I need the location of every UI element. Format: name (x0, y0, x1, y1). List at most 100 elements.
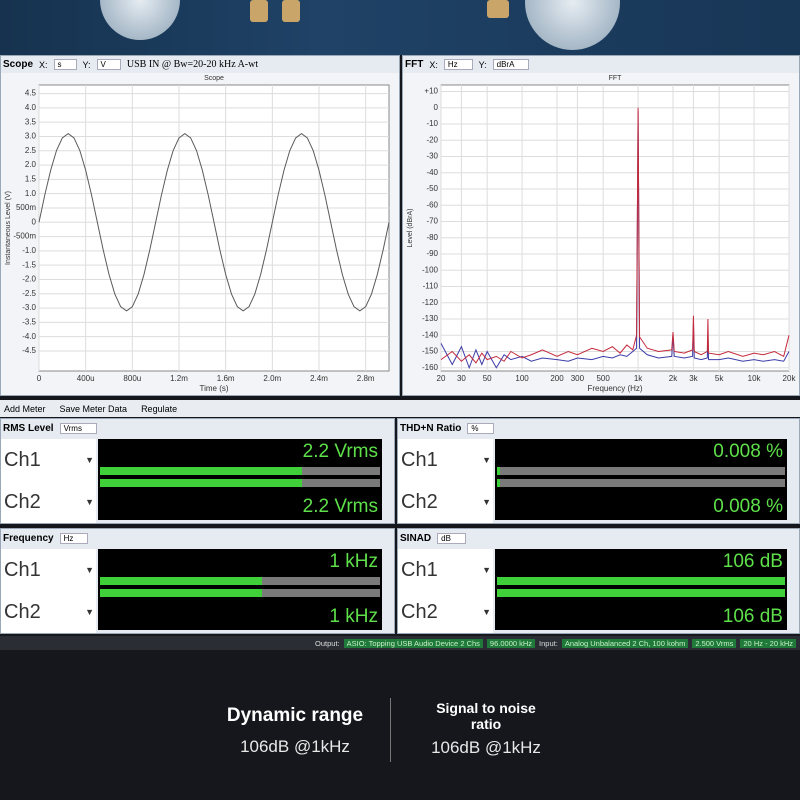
x-tick-label: 1k (634, 374, 643, 383)
x-tick-label: 500 (596, 374, 610, 383)
meter: RMS Level Vrms 2.2 Vrms 2.2 Vrms Ch1 ▼ Ch2 ▼ (0, 418, 395, 524)
meter-title: THD+N Ratio (400, 422, 462, 434)
channel-dropdown[interactable]: ▼ (482, 497, 491, 507)
divider (390, 698, 391, 762)
y-tick-label: -160 (422, 363, 439, 372)
spec-value: 106dB @1kHz (240, 737, 350, 756)
output-rate[interactable]: 96.0000 kHz (486, 638, 536, 648)
x-tick-label: 200 (550, 374, 564, 383)
add-meter-button[interactable]: Add Meter (4, 403, 46, 414)
level-fill (497, 479, 500, 487)
y-tick-label: -140 (422, 330, 439, 339)
meter-header: SINAD dB (398, 529, 799, 547)
channel-dropdown[interactable]: ▼ (85, 497, 94, 507)
y-unit-dropdown[interactable]: V (96, 59, 121, 70)
channel-dropdown[interactable]: ▼ (482, 607, 491, 617)
output-device[interactable]: ASIO: Topping USB Audio Device 2 Chs (343, 638, 483, 648)
x-tick-label: 2.4m (310, 374, 328, 383)
channel-dropdown[interactable]: ▼ (85, 455, 94, 465)
channel-dropdown[interactable]: ▼ (482, 565, 491, 575)
y-tick-label: -130 (422, 314, 439, 323)
y-tick-label: 3.5 (25, 117, 37, 126)
unit-dropdown[interactable]: % (467, 422, 494, 434)
save-meter-button[interactable]: Save Meter Data (59, 403, 128, 414)
x-tick-label: 5k (715, 374, 724, 383)
channel-name: Ch2 (4, 490, 41, 513)
channel-name: Ch1 (401, 448, 438, 471)
bandwidth[interactable]: 20 Hz - 20 kHz (740, 638, 796, 648)
channel-name: Ch1 (4, 448, 41, 471)
level-fill (100, 577, 263, 585)
x-tick-label: 400u (77, 374, 95, 383)
x-label: X: (429, 59, 438, 70)
x-unit-dropdown[interactable]: Hz (443, 59, 473, 70)
unit-dropdown[interactable]: Vrms (59, 422, 97, 434)
input-label: USB IN @ Bw=20-20 kHz A-wt (126, 59, 259, 70)
chart-title: FFT (609, 75, 623, 82)
series-line (440, 107, 790, 364)
channel-dropdown[interactable]: ▼ (482, 455, 491, 465)
level-bar (100, 479, 380, 487)
level-fill (497, 467, 500, 475)
y-tick-label: -50 (426, 184, 438, 193)
channel-dropdown[interactable]: ▼ (85, 565, 94, 575)
y-tick-label: +10 (424, 87, 438, 96)
channel-name: Ch2 (401, 490, 438, 513)
panel-title: FFT (405, 59, 424, 70)
fft-chart: FFT Frequency (Hz) Level (dBrA) +10 0 -10 -20 -… (407, 75, 797, 393)
scope-panel: Scope X: s Y: V USB IN @ Bw=20-20 kHz A-… (0, 55, 400, 396)
y-tick-label: -2.0 (22, 275, 36, 284)
reading: 1 kHz (329, 606, 378, 627)
y-tick-label: -30 (426, 152, 438, 161)
x-unit-dropdown[interactable]: s (53, 59, 77, 70)
channel-label: Ch1 ▼ (1, 439, 96, 481)
y-unit-dropdown[interactable]: dBrA (492, 59, 530, 70)
meter-display: 106 dB 106 dB (495, 549, 787, 630)
x-tick-label: 300 (571, 374, 585, 383)
y-label: Y: (478, 59, 487, 70)
level-bar (100, 589, 380, 597)
y-tick-label: -4.5 (22, 346, 36, 355)
spec-snr: Signal to noise ratio 106dB @1kHz (396, 700, 576, 758)
input-label: Input: (539, 638, 558, 648)
level-fill (100, 479, 302, 487)
unit-dropdown[interactable]: dB (437, 532, 466, 544)
unit-dropdown[interactable]: Hz (59, 532, 89, 544)
y-tick-label: -100 (422, 265, 439, 274)
y-tick-label: -10 (426, 119, 438, 128)
channel-dropdown[interactable]: ▼ (85, 607, 94, 617)
y-tick-label: -60 (426, 200, 438, 209)
scope-header: Scope X: s Y: V USB IN @ Bw=20-20 kHz A-… (1, 56, 399, 73)
level-fill (100, 589, 263, 597)
x-tick-label: 800u (123, 374, 141, 383)
x-axis-title: Time (s) (199, 384, 228, 393)
x-tick-label: 3k (689, 374, 698, 383)
y-tick-label: -40 (426, 168, 438, 177)
regulate-button[interactable]: Regulate (141, 403, 178, 414)
meter-title: RMS Level (3, 422, 54, 434)
y-tick-label: 3.0 (25, 132, 37, 141)
input-device[interactable]: Analog Unbalanced 2 Ch, 100 kohm (561, 638, 689, 648)
meter-title: SINAD (400, 532, 432, 544)
reading: 2.2 Vrms (302, 496, 378, 517)
x-tick-label: 50 (483, 374, 492, 383)
meter-header: Frequency Hz (1, 529, 394, 547)
spec-dynamic-range: Dynamic range 106dB @1kHz (205, 705, 385, 757)
plot-area (38, 84, 390, 372)
meter-header: THD+N Ratio% (398, 419, 799, 437)
y-axis-title: Level (dBrA) (407, 209, 414, 248)
y-tick-label: -500m (13, 232, 36, 241)
x-axis-title: Frequency (Hz) (587, 384, 642, 393)
y-tick-label: -4.0 (22, 332, 36, 341)
x-tick-label: 30 (457, 374, 466, 383)
channel-name: Ch1 (4, 558, 41, 581)
output-label: Output: (315, 638, 340, 648)
y-tick-label: 1.0 (25, 189, 37, 198)
channel-label: Ch2 ▼ (1, 591, 96, 633)
input-range[interactable]: 2.500 Vrms (692, 638, 737, 648)
level-bar (497, 479, 785, 487)
channel-label: Ch2 ▼ (1, 481, 96, 523)
fft-panel: FFT X: Hz Y: dBrA FFT Frequency (Hz) Level… (402, 55, 800, 396)
channel-name: Ch2 (4, 600, 41, 623)
